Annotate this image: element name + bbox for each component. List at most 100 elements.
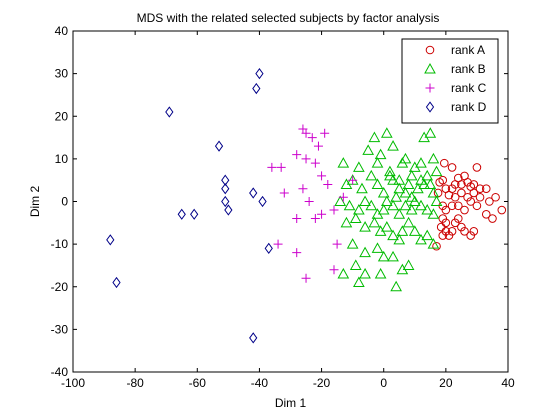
data-point — [387, 140, 399, 151]
data-point — [396, 225, 409, 236]
data-point — [320, 128, 330, 138]
data-point — [399, 152, 412, 164]
legend-label: rank D — [451, 100, 487, 114]
data-point — [359, 246, 371, 258]
data-point — [346, 238, 359, 249]
x-tick-label: -20 — [313, 376, 331, 390]
data-point — [427, 152, 440, 164]
data-point — [273, 239, 283, 249]
data-point — [377, 250, 390, 262]
data-point — [475, 184, 485, 194]
data-point — [338, 192, 348, 202]
data-point — [472, 201, 482, 211]
y-tick-label: -30 — [51, 322, 69, 336]
data-point — [408, 225, 421, 236]
series-rank-c — [267, 124, 358, 283]
x-tick-label: -60 — [189, 376, 207, 390]
data-point — [440, 158, 449, 168]
data-point — [374, 148, 387, 160]
data-point — [393, 233, 406, 245]
data-point — [421, 169, 434, 181]
data-point — [463, 178, 472, 187]
data-point — [453, 214, 463, 223]
data-point — [317, 209, 327, 219]
series-rank-a — [432, 158, 507, 251]
data-point — [457, 222, 466, 232]
data-point — [390, 280, 402, 292]
chart-title: MDS with the related selected subjects b… — [137, 11, 440, 25]
data-point — [469, 227, 479, 236]
data-point — [387, 250, 399, 262]
data-point — [353, 276, 365, 287]
data-point — [292, 214, 302, 224]
x-tick-label: -80 — [126, 376, 144, 390]
data-point — [393, 182, 406, 194]
x-axis: -100 -80 -60 -40 -20 0 20 40 — [61, 31, 515, 390]
data-point — [447, 201, 457, 211]
data-point — [447, 184, 457, 194]
data-point — [427, 238, 440, 249]
data-point — [441, 227, 451, 236]
data-point — [393, 208, 406, 219]
data-point — [353, 203, 365, 215]
data-point — [469, 180, 479, 189]
data-point — [424, 178, 437, 189]
data-point — [359, 267, 371, 279]
y-tick-label: 40 — [55, 24, 69, 38]
data-point — [279, 188, 289, 198]
data-point — [317, 171, 327, 181]
data-point — [365, 169, 378, 181]
data-point — [435, 178, 444, 187]
x-tick-label: -100 — [61, 376, 85, 390]
data-point — [276, 162, 286, 172]
data-point — [427, 208, 440, 219]
data-point — [349, 259, 362, 270]
data-point — [334, 195, 347, 206]
data-points — [106, 67, 507, 344]
data-point — [450, 192, 460, 202]
data-point — [249, 187, 258, 199]
data-point — [374, 267, 387, 279]
legend-box — [401, 38, 499, 124]
data-point — [457, 180, 466, 189]
y-axis-label: Dim 2 — [28, 186, 42, 218]
data-point — [340, 216, 353, 228]
y-tick-label: -10 — [51, 237, 69, 251]
data-point — [264, 242, 273, 255]
data-point — [313, 141, 323, 151]
data-point — [418, 178, 430, 189]
x-tick-label: 20 — [439, 376, 453, 390]
y-tick-label: 20 — [55, 109, 69, 123]
data-point — [337, 267, 350, 279]
data-point — [258, 195, 267, 208]
data-point — [466, 231, 476, 240]
data-point — [387, 229, 399, 241]
data-point — [356, 182, 368, 194]
data-point — [402, 259, 415, 270]
data-point — [337, 157, 350, 168]
data-point — [432, 241, 441, 251]
data-point — [368, 131, 381, 143]
data-point — [488, 214, 497, 223]
data-point — [453, 201, 463, 211]
y-tick-label: 10 — [55, 152, 69, 166]
data-point — [441, 218, 451, 228]
series-rank-d — [106, 67, 273, 344]
data-point — [390, 191, 402, 202]
data-point — [497, 205, 507, 215]
data-point — [450, 218, 460, 228]
data-point — [362, 144, 375, 155]
data-point — [221, 183, 230, 195]
data-point — [387, 199, 399, 211]
data-point — [438, 231, 448, 240]
data-point — [481, 209, 491, 219]
data-point — [301, 273, 311, 283]
data-point — [408, 195, 421, 206]
data-point — [332, 239, 342, 249]
x-axis-label: Dim 1 — [275, 396, 307, 410]
data-point — [430, 195, 443, 206]
data-point — [405, 169, 418, 181]
data-point — [421, 203, 434, 215]
data-point — [365, 199, 378, 211]
data-point — [399, 199, 412, 211]
